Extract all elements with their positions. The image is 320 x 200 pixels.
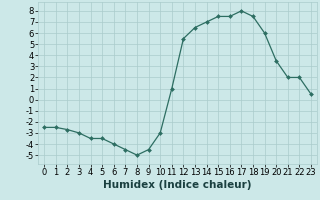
X-axis label: Humidex (Indice chaleur): Humidex (Indice chaleur) bbox=[103, 180, 252, 190]
